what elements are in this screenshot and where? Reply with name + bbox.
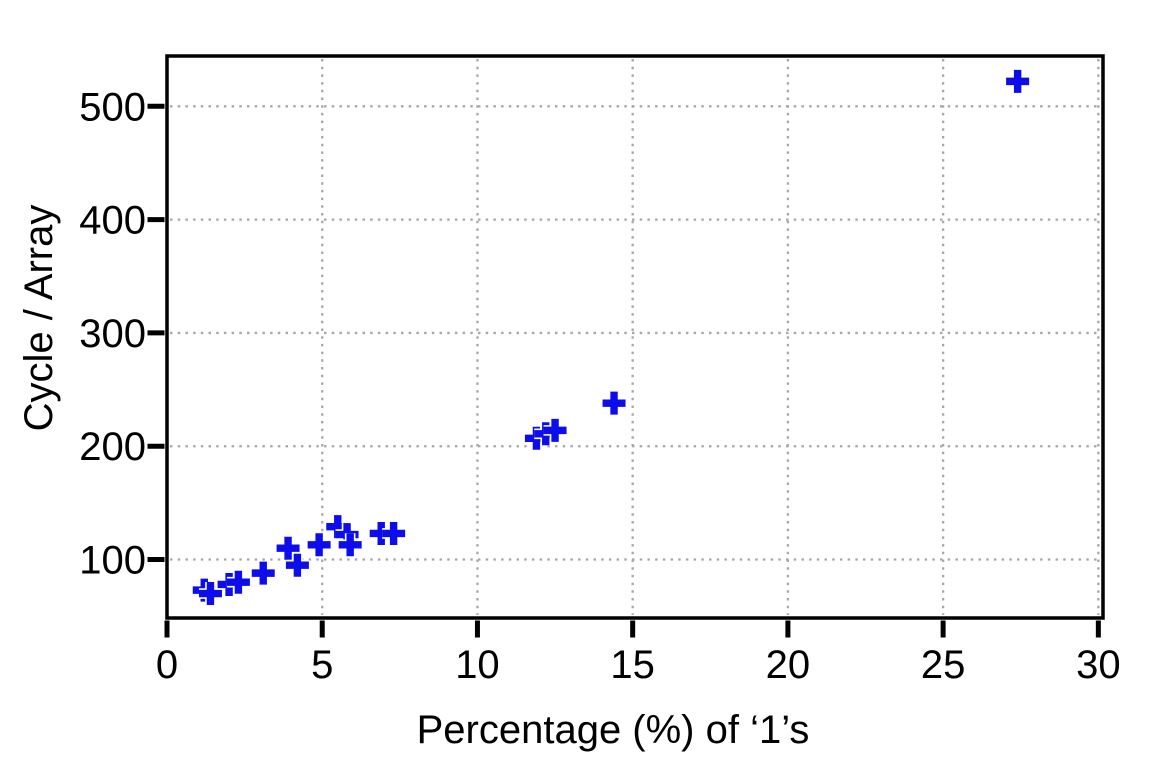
- marker-layer: [192, 69, 1030, 606]
- x-tick-label: 30: [1076, 643, 1121, 687]
- y-axis-title: Cycle / Array: [17, 205, 61, 432]
- x-tick-label: 0: [156, 643, 178, 687]
- data-point-marker: [382, 521, 406, 545]
- x-axis-title: Percentage (%) of ‘1’s: [417, 708, 810, 752]
- axis-layer: [147, 54, 1105, 638]
- plot-frame: [165, 54, 1105, 620]
- y-tick-label: 300: [79, 312, 146, 356]
- y-tick-label: 400: [79, 199, 146, 243]
- data-point-marker: [251, 561, 275, 585]
- y-tick-label: 200: [79, 425, 146, 469]
- data-point-marker: [276, 536, 300, 560]
- data-point-marker: [226, 570, 250, 594]
- x-tick-label: 15: [610, 643, 655, 687]
- x-tick-label: 10: [455, 643, 500, 687]
- data-point-marker: [543, 418, 567, 442]
- x-tick-label: 20: [766, 643, 811, 687]
- data-point-marker: [307, 533, 331, 557]
- data-point-marker: [285, 553, 309, 577]
- data-point-marker: [338, 533, 362, 557]
- y-tick-label: 500: [79, 85, 146, 129]
- data-point-marker: [1006, 69, 1030, 93]
- y-tick-label: 100: [79, 539, 146, 583]
- data-point-marker: [198, 582, 222, 606]
- grid-layer: [165, 59, 1100, 615]
- data-point-marker: [602, 391, 626, 415]
- label-layer: 0 5 10 15 20 25 30 100 200 300 400 500: [79, 85, 1120, 687]
- x-tick-label: 5: [311, 643, 333, 687]
- x-tick-label: 25: [921, 643, 966, 687]
